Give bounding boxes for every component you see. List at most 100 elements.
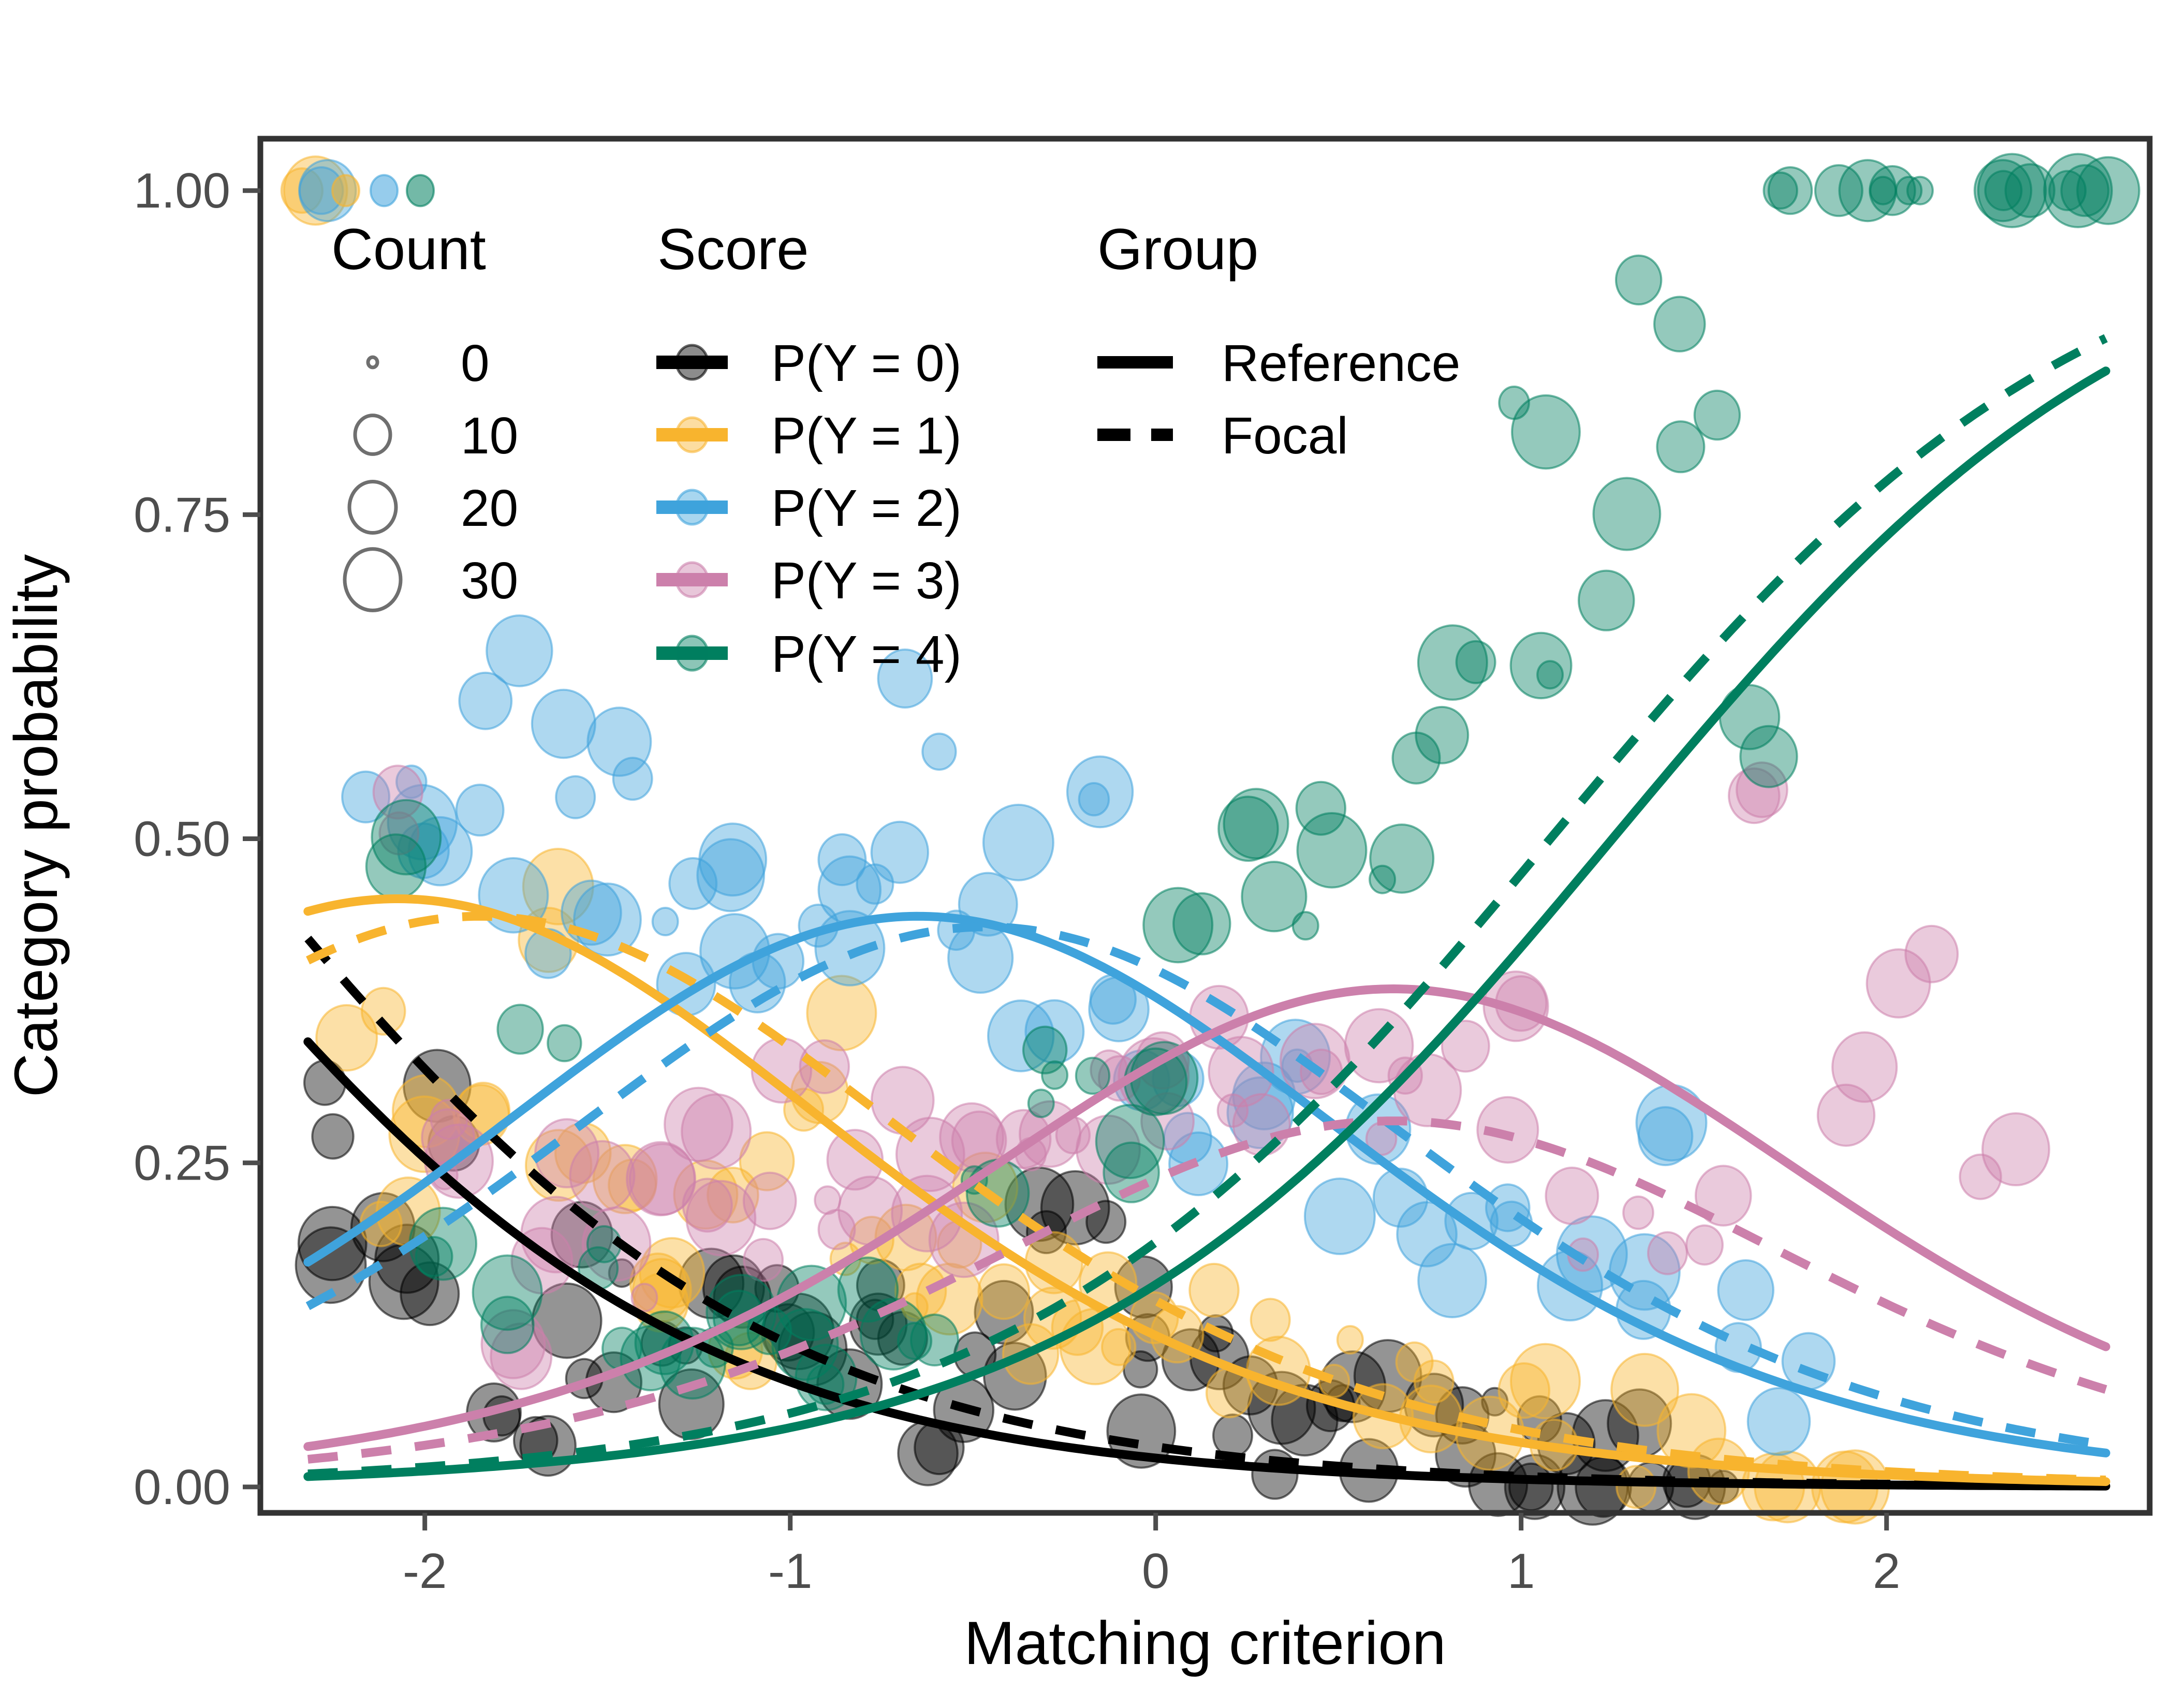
scatter-point	[910, 1313, 959, 1367]
curve-reference-0	[303, 1037, 2110, 1491]
legend-count-label[interactable]: 10	[461, 407, 518, 465]
legend-size-circle[interactable]	[353, 414, 392, 456]
scatter-point	[1728, 767, 1781, 824]
scatter-point	[806, 975, 877, 1052]
scatter-point	[586, 706, 652, 777]
legend-size-circle[interactable]	[366, 355, 379, 370]
scatter-point	[1369, 864, 1397, 894]
scatter-point	[1106, 1393, 1177, 1469]
scatter-point	[1217, 796, 1279, 862]
scatter-point	[1622, 1195, 1654, 1230]
scatter-point	[1172, 892, 1231, 955]
x-tick-label: 1	[1507, 1543, 1535, 1599]
scatter-point	[1415, 705, 1470, 764]
scatter-point	[1981, 1112, 2050, 1186]
scatter-point	[569, 1140, 636, 1212]
x-tick-label: -1	[768, 1543, 812, 1599]
scatter-point	[1984, 170, 2023, 212]
scatter-point	[1615, 1465, 1657, 1509]
y-tick-label: 0.25	[134, 1136, 230, 1191]
scatter-point	[547, 1024, 582, 1063]
scatter-point	[1865, 948, 1931, 1019]
scatter-point	[372, 764, 423, 820]
scatter-point	[1781, 1332, 1836, 1391]
scatter-point	[1536, 660, 1564, 690]
scatter-point	[1303, 1177, 1376, 1255]
scatter-point	[1344, 1008, 1414, 1084]
scatter-point	[664, 1086, 733, 1162]
legend-score-label[interactable]: P(Y = 4)	[771, 625, 962, 683]
legend-size-circle[interactable]	[347, 480, 398, 535]
scatter-point	[2048, 170, 2087, 212]
scatter-point	[1212, 1413, 1253, 1457]
scatter-point	[1369, 823, 1435, 894]
curve-focal-3	[307, 1116, 2107, 1464]
scatter-point	[1078, 782, 1110, 817]
scatter-point	[630, 1283, 658, 1313]
scatter-point	[1959, 1153, 2002, 1200]
legend-group-label[interactable]: Reference	[1222, 334, 1460, 392]
x-tick-label: 0	[1142, 1543, 1169, 1599]
scatter-point	[743, 1238, 784, 1282]
scatter-point	[612, 757, 653, 801]
scatter-point	[1295, 781, 1347, 836]
legend-group-label[interactable]: Focal	[1222, 407, 1348, 465]
axis-layer: -2 -1 0 1 2 0.00 0.25 0.50 0.75 1.00 Matching crit…	[2, 136, 2153, 1677]
scatter-point	[814, 1185, 842, 1215]
scatter-point	[742, 1171, 797, 1230]
scatter-point	[983, 1342, 1047, 1411]
scatter-point	[1977, 153, 2047, 228]
scatter-point	[859, 1298, 928, 1371]
scatter-point	[982, 803, 1054, 881]
legend-size-circle[interactable]	[343, 547, 403, 612]
scatter-point	[1635, 1084, 1708, 1162]
scatter-point	[573, 882, 642, 957]
legend-count-label[interactable]: 30	[461, 552, 518, 610]
scatter-point	[370, 174, 399, 208]
scatter-point	[1095, 1103, 1165, 1180]
legend-score-point	[675, 635, 709, 672]
curve-reference-4	[303, 366, 2110, 1481]
legend-score-label[interactable]: P(Y = 3)	[771, 552, 962, 610]
scatter-point	[1296, 812, 1368, 889]
scatter-point	[1895, 175, 1923, 205]
scatter-point	[1101, 1328, 1137, 1366]
curve-reference-2	[303, 911, 2110, 1457]
scatter-point	[1610, 1352, 1680, 1427]
scatter-point	[378, 811, 420, 856]
scatter-point	[496, 1004, 544, 1055]
legend-count-label[interactable]: 0	[461, 334, 490, 392]
scatter-point	[555, 775, 596, 819]
curve-focal-2	[305, 922, 2107, 1450]
scatter-point	[1767, 166, 1813, 215]
scatter-point	[295, 1226, 367, 1304]
legend-score-label[interactable]: P(Y = 1)	[771, 407, 962, 465]
legend-score-label[interactable]: P(Y = 2)	[771, 479, 962, 537]
legend-score-point	[675, 561, 709, 598]
legend-score-point	[675, 489, 709, 526]
scatter-point	[1510, 1343, 1581, 1420]
scatter-point	[311, 1113, 355, 1160]
panel-border	[257, 136, 2153, 1516]
scatter-point	[1223, 788, 1289, 860]
scatter-point	[480, 1309, 546, 1379]
scatter-point	[1241, 861, 1308, 933]
scatter-point	[1076, 1114, 1141, 1185]
scatter-point	[1142, 887, 1214, 964]
scatter-point	[415, 1236, 453, 1277]
scatter-point	[1739, 725, 1798, 788]
scatter-point	[1578, 569, 1635, 631]
scatter-point	[1140, 1092, 1195, 1151]
scatter-point	[1336, 1325, 1364, 1355]
scatter-point	[1717, 1259, 1774, 1321]
x-tick-label: 2	[1873, 1543, 1900, 1599]
scatter-point	[681, 1093, 752, 1170]
scatter-point	[472, 1254, 543, 1331]
scatter-point	[1816, 1083, 1876, 1147]
scatter-point	[870, 820, 930, 884]
legend-score-label[interactable]: P(Y = 0)	[771, 334, 962, 392]
y-tick-label: 0.00	[134, 1460, 230, 1515]
legend-count-label[interactable]: 20	[461, 479, 518, 537]
scatter-point	[1656, 420, 1706, 474]
scatter-point	[1417, 1243, 1488, 1319]
